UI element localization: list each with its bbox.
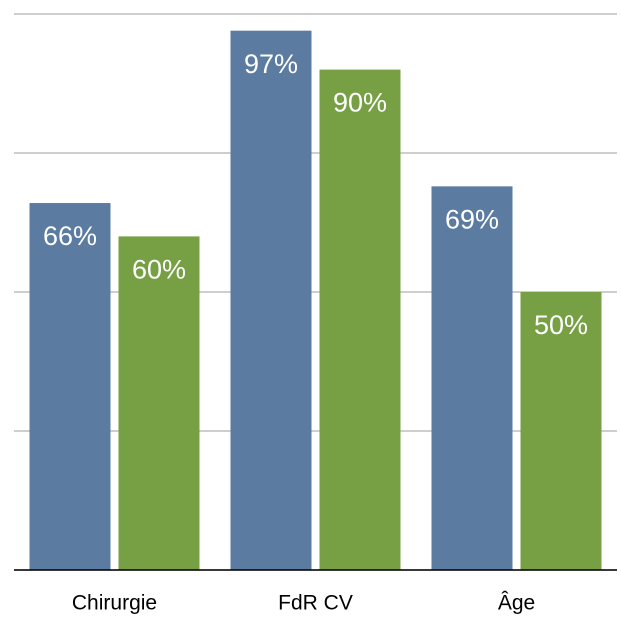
- bar: [431, 186, 513, 571]
- data-label: 90%: [333, 88, 387, 118]
- data-label: 50%: [534, 310, 588, 340]
- data-label: 97%: [244, 49, 298, 79]
- data-label: 66%: [43, 221, 97, 251]
- bar: [230, 30, 312, 571]
- data-label: 60%: [132, 255, 186, 285]
- data-label: 69%: [445, 204, 499, 234]
- x-tick-label: Chirurgie: [72, 592, 157, 615]
- bar: [118, 236, 200, 570]
- bar: [29, 203, 111, 571]
- x-tick-label: FdR CV: [278, 592, 353, 615]
- x-tick-label: Âge: [498, 592, 535, 615]
- bar: [520, 292, 602, 570]
- bar: [319, 69, 401, 570]
